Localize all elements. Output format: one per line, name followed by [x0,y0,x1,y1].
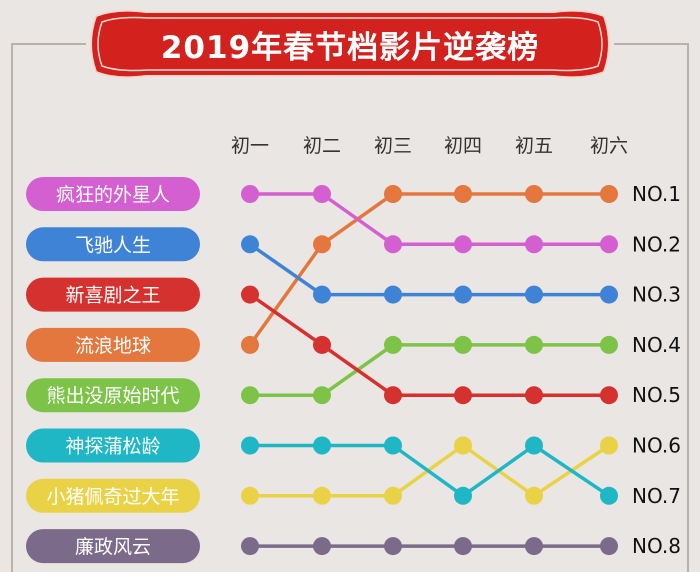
legend-label: 熊出没原始时代 [46,385,179,407]
data-point [384,335,402,354]
data-point [600,285,618,304]
data-point [454,486,472,505]
legend-label: 流浪地球 [75,335,151,357]
banner-shape [90,9,610,79]
rank-label: NO.4 [632,333,681,357]
data-point [454,386,472,405]
column-label: 初四 [444,135,482,157]
data-point [384,486,402,505]
data-point [454,285,472,304]
data-point [384,537,402,556]
data-point [600,386,618,405]
data-point [384,285,402,304]
data-point [525,537,543,556]
data-point [241,486,259,505]
data-point [241,436,259,455]
data-point [525,235,543,254]
data-point [313,285,331,304]
series-line [250,343,609,397]
legend-label: 小猪佩奇过大年 [46,486,179,508]
data-point [384,386,402,405]
legend-pill [26,478,200,513]
data-point [313,185,331,203]
data-point [313,436,331,455]
data-point [600,335,618,354]
data-point [525,436,543,455]
data-point [241,185,259,203]
rank-label: NO.3 [632,283,681,307]
data-point [241,335,259,354]
chart-title: 2019年春节档影片逆袭榜 [160,29,540,66]
rank-label: NO.6 [632,434,681,458]
legend-pill [26,177,200,211]
legend-label: 疯狂的外星人 [56,184,170,206]
rank-label: NO.1 [632,182,681,206]
series-line [248,293,609,397]
rank-label: NO.7 [632,484,681,508]
series-line [250,443,610,498]
column-label: 初五 [515,135,553,157]
data-point [454,436,472,455]
column-label: 初六 [590,135,628,157]
title-banner: 2019年春节档影片逆袭榜 [86,8,614,80]
rank-label: NO.2 [632,232,681,256]
column-label: 初二 [303,135,341,157]
data-point [241,235,259,254]
column-label: 初三 [374,135,412,157]
rank-label: NO.5 [632,383,681,407]
column-label: 初一 [231,135,269,157]
series-line [248,242,609,297]
data-point [525,285,543,304]
data-point [454,185,472,203]
data-point [525,335,543,354]
legend-label: 廉政风云 [75,536,151,558]
data-point [313,537,331,556]
legend-pill [26,428,200,463]
data-point [600,537,618,556]
data-point [313,335,331,354]
data-point [384,235,402,254]
data-point [241,386,259,405]
data-point [241,285,259,304]
data-point [384,185,402,203]
legend-pill [26,227,200,262]
data-point [454,235,472,254]
data-point [384,436,402,455]
legend-pill [26,277,200,312]
data-point [454,335,472,354]
data-point [454,537,472,556]
legend-pill [26,378,200,413]
data-point [600,436,618,455]
legend-label: 新喜剧之王 [65,285,160,307]
legend-pill [26,327,200,362]
series-line [248,192,609,346]
data-point [525,185,543,203]
data-point [313,235,331,254]
legend-label: 神探蒲松龄 [65,436,160,458]
data-point [600,235,618,254]
legend-label: 飞驰人生 [75,234,151,256]
data-point [313,486,331,505]
data-point [313,386,331,405]
data-point [241,537,259,556]
data-point [600,185,618,203]
data-point [525,486,543,505]
series-line [250,192,609,247]
rank-label: NO.8 [632,534,681,558]
data-point [525,386,543,405]
legend-pill [26,529,200,564]
data-point [600,486,618,505]
